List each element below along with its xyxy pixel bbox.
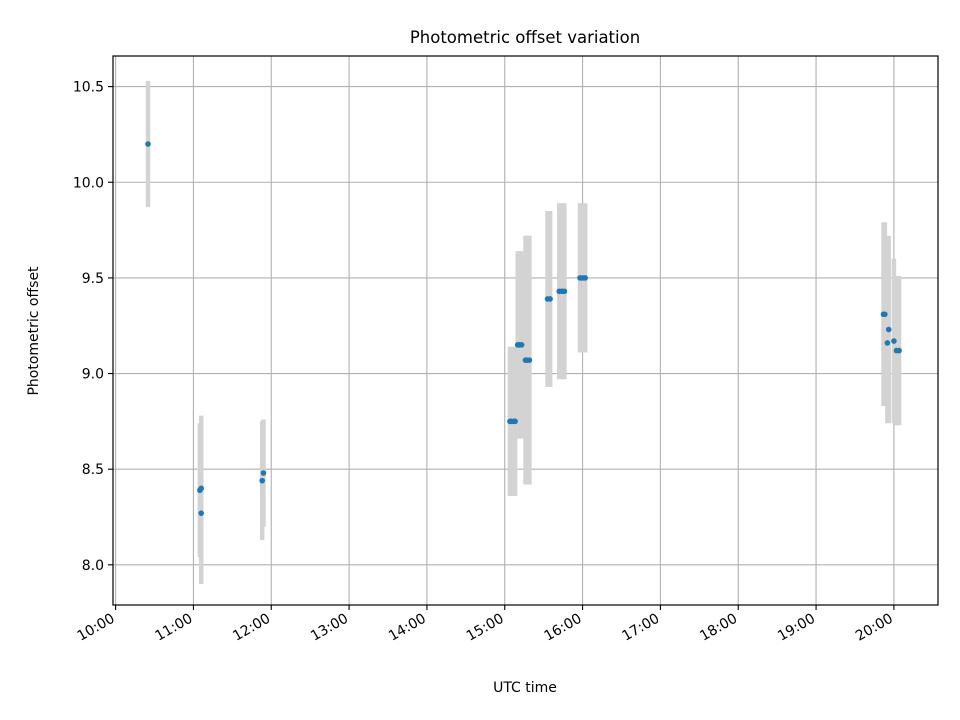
data-point (512, 418, 518, 425)
y-tick-label: 9.5 (82, 271, 104, 287)
y-axis-label: Photometric offset (26, 266, 42, 396)
data-point (518, 342, 525, 348)
data-points (145, 141, 902, 516)
y-tick-label: 9.0 (82, 367, 104, 383)
y-tick-label: 8.0 (82, 558, 104, 574)
data-point (547, 296, 553, 302)
data-point (582, 275, 588, 281)
chart-title: Photometric offset variation (410, 28, 640, 47)
data-point (198, 510, 205, 516)
data-point (259, 477, 265, 484)
data-point (882, 311, 888, 318)
y-tick-label: 8.5 (82, 462, 104, 478)
data-point (561, 288, 568, 295)
data-point (526, 357, 533, 363)
data-point (260, 470, 267, 476)
data-point (885, 326, 892, 333)
x-axis-label: UTC time (493, 680, 557, 696)
y-tick-label: 10.0 (73, 175, 104, 191)
data-point (891, 338, 897, 344)
y-tick-label: 10.5 (73, 80, 104, 96)
data-point (198, 485, 205, 492)
data-point (145, 141, 151, 147)
data-point (884, 340, 891, 346)
data-point (896, 347, 902, 354)
plot-frame (112, 55, 939, 606)
